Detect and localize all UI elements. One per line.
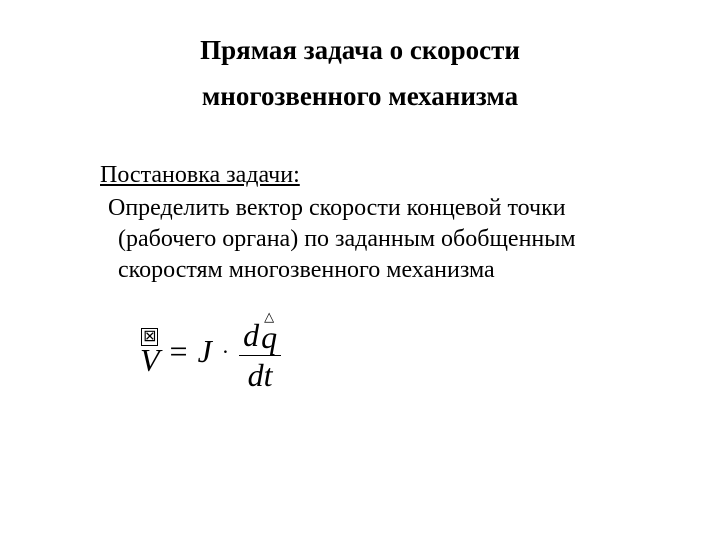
fraction-denominator: dt bbox=[248, 356, 273, 393]
numerator-d: d bbox=[243, 318, 259, 353]
equals-sign: = bbox=[170, 333, 188, 370]
symbol-q: q bbox=[261, 321, 277, 353]
section-label: Постановка задачи: bbox=[60, 162, 660, 189]
symbol-V: V bbox=[140, 344, 160, 376]
velocity-formula: ⊠ V = J · d △ q dt bbox=[140, 310, 660, 393]
slide-title: Прямая задача о скорости многозвенного м… bbox=[60, 28, 660, 120]
title-line-1: Прямая задача о скорости bbox=[200, 35, 520, 65]
vector-q: △ q bbox=[261, 310, 277, 353]
formula-container: ⊠ V = J · d △ q dt bbox=[60, 310, 660, 393]
symbol-J: J bbox=[198, 333, 212, 370]
fraction-numerator: d △ q bbox=[239, 310, 281, 355]
vector-V: ⊠ V bbox=[140, 328, 160, 376]
title-line-2: многозвенного механизма bbox=[202, 81, 518, 111]
section-body: Определить вектор скорости концевой точк… bbox=[60, 193, 660, 287]
multiply-dot: · bbox=[222, 339, 229, 365]
fraction-dq-dt: d △ q dt bbox=[239, 310, 281, 393]
